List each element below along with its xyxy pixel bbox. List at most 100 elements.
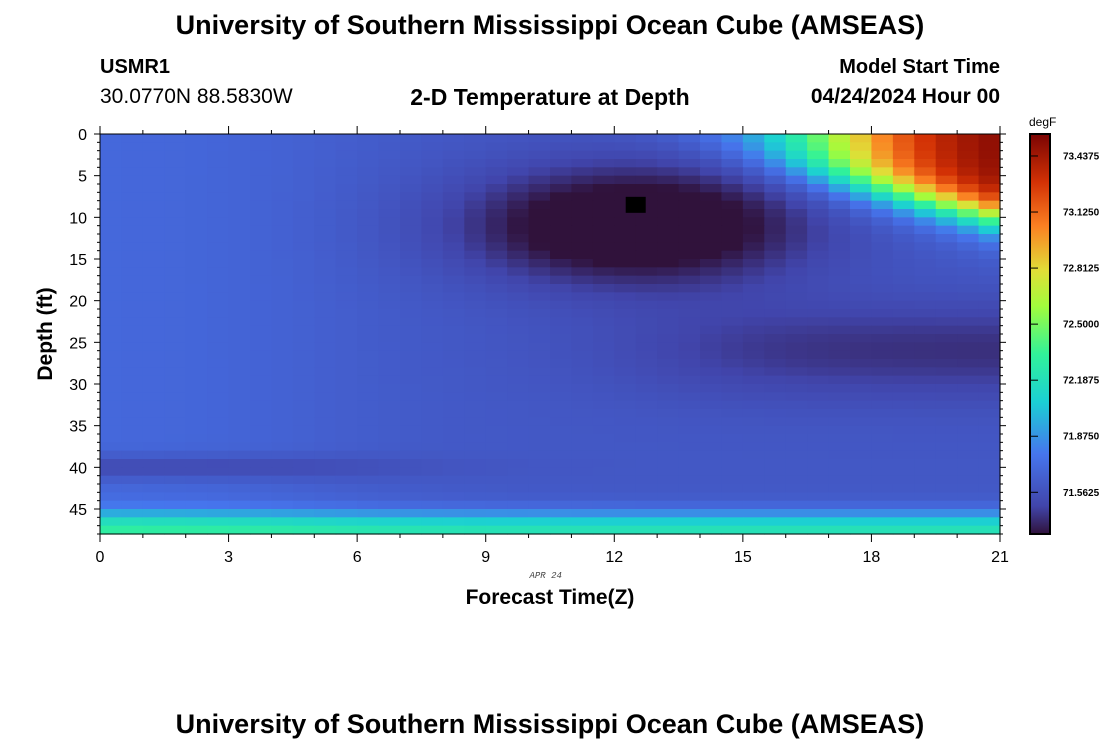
heatmap-cell: [442, 517, 465, 527]
heatmap-cell: [314, 484, 337, 493]
heatmap-cell: [421, 150, 444, 160]
heatmap-cell: [292, 267, 315, 277]
heatmap-cell: [421, 184, 444, 193]
heatmap-cell: [250, 492, 273, 502]
heatmap-cell: [121, 284, 144, 293]
heatmap-cell: [271, 242, 294, 252]
heatmap-cell: [442, 234, 465, 243]
heatmap-cell: [635, 509, 658, 518]
heatmap-cell: [528, 442, 551, 452]
heatmap-cell: [442, 292, 465, 302]
heatmap-cell: [207, 267, 230, 277]
y-tick-label: 40: [69, 460, 87, 477]
heatmap-cell: [742, 459, 765, 468]
heatmap-cell: [828, 284, 851, 293]
heatmap-cell: [657, 242, 680, 252]
heatmap-cell: [250, 342, 273, 352]
heatmap-cell: [464, 225, 487, 235]
heatmap-cell: [807, 417, 830, 427]
heatmap-cell: [657, 467, 680, 477]
heatmap-cell: [871, 175, 894, 185]
heatmap-cell: [550, 209, 573, 218]
heatmap-cell: [635, 359, 658, 368]
heatmap-cell: [742, 500, 765, 510]
heatmap-cell: [978, 175, 1001, 185]
heatmap-cell: [421, 317, 444, 327]
heatmap-cell: [464, 492, 487, 502]
heatmap-cell: [700, 384, 723, 393]
heatmap-cell: [335, 342, 358, 352]
heatmap-cell: [957, 334, 980, 343]
heatmap-cell: [550, 334, 573, 343]
heatmap-cell: [142, 384, 165, 393]
heatmap-cell: [335, 509, 358, 518]
heatmap-cell: [400, 225, 423, 235]
heatmap-cell: [100, 259, 123, 268]
heatmap-cell: [250, 142, 273, 152]
heatmap-cell: [571, 484, 594, 493]
heatmap-cell: [764, 175, 787, 185]
heatmap-cell: [828, 267, 851, 277]
heatmap-cell: [935, 492, 958, 502]
heatmap-cell: [871, 467, 894, 477]
heatmap-cell: [742, 184, 765, 193]
heatmap-cell: [592, 475, 615, 485]
heatmap-cell: [871, 234, 894, 243]
heatmap-cell: [185, 159, 208, 168]
heatmap-cell: [592, 417, 615, 427]
heatmap-cell: [721, 209, 744, 218]
heatmap-cell: [957, 484, 980, 493]
heatmap-cell: [978, 217, 1001, 227]
heatmap-cell: [421, 475, 444, 485]
heatmap-cell: [250, 209, 273, 218]
heatmap-cell: [314, 292, 337, 302]
heatmap-cell: [121, 292, 144, 302]
heatmap-cell: [871, 342, 894, 352]
heatmap-cell: [507, 325, 530, 335]
heatmap-cell: [400, 350, 423, 360]
heatmap-cell: [828, 409, 851, 418]
heatmap-cell: [700, 150, 723, 160]
heatmap-cell: [250, 134, 273, 143]
heatmap-cell: [571, 459, 594, 468]
heatmap-cell: [528, 184, 551, 193]
heatmap-cell: [400, 342, 423, 352]
heatmap-cell: [357, 250, 380, 260]
heatmap-cell: [185, 309, 208, 318]
heatmap-cell: [935, 392, 958, 402]
heatmap-cell: [485, 134, 508, 143]
heatmap-cell: [571, 400, 594, 410]
heatmap-cell: [550, 384, 573, 393]
heatmap-cell: [442, 500, 465, 510]
heatmap-cell: [100, 134, 123, 143]
heatmap-cell: [742, 442, 765, 452]
heatmap-cell: [507, 234, 530, 243]
heatmap-cell: [357, 350, 380, 360]
heatmap-cell: [100, 167, 123, 177]
heatmap-cell: [742, 175, 765, 185]
heatmap-cell: [828, 325, 851, 335]
heatmap-cell: [185, 142, 208, 152]
heatmap-cell: [914, 450, 937, 460]
heatmap-cell: [850, 275, 873, 285]
heatmap-cell: [614, 167, 637, 177]
heatmap-cell: [871, 417, 894, 427]
chart-title: University of Southern Mississippi Ocean…: [175, 10, 925, 40]
heatmap-cell: [785, 209, 808, 218]
heatmap-cell: [528, 309, 551, 318]
heatmap-cell: [378, 142, 401, 152]
heatmap-cell: [614, 450, 637, 460]
heatmap-cell: [935, 375, 958, 385]
heatmap-cell: [485, 325, 508, 335]
heatmap-cell: [507, 425, 530, 435]
heatmap-cell: [592, 517, 615, 527]
heatmap-cell: [507, 450, 530, 460]
heatmap-cell: [635, 409, 658, 418]
heatmap-cell: [721, 384, 744, 393]
heatmap-cell: [228, 500, 251, 510]
heatmap-cell: [185, 409, 208, 418]
heatmap-cell: [678, 217, 701, 227]
heatmap-cell: [292, 142, 315, 152]
heatmap-cell: [550, 317, 573, 327]
heatmap-cell: [592, 367, 615, 377]
